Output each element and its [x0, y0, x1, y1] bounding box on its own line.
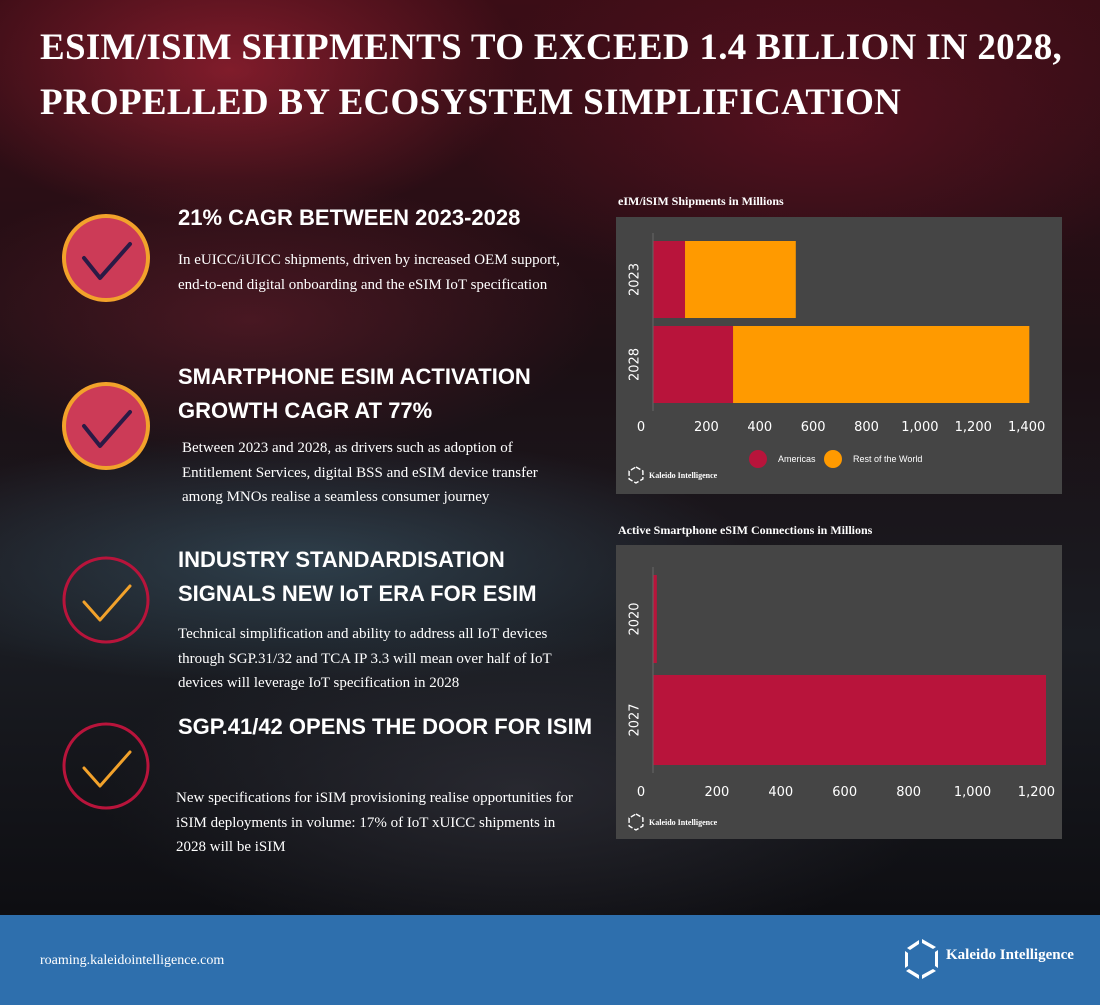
x-tick-label: 1,200 [1018, 785, 1055, 800]
chart-2-title: Active Smartphone eSIM Connections in Mi… [618, 523, 873, 537]
chart-2-panel: 2020 2027 0 200 400 600 800 1,000 1,200 Kaleido I… [616, 545, 1062, 839]
watermark-label: Kaleido Intelligence [649, 471, 718, 480]
watermark-logo-icon [628, 466, 644, 484]
x-tick-label: 400 [768, 785, 793, 800]
kaleido-logo-icon [905, 939, 938, 979]
chart-1-title: eIM/iSIM Shipments in Millions [618, 194, 784, 208]
item-1-text: In eUICC/iUICC shipments, driven by incr… [178, 252, 561, 293]
watermark-label: Kaleido Intelligence [649, 818, 718, 827]
chart-1-panel: 2023 2028 0 200 400 600 800 1,000 1,200 1,400 Amer… [616, 217, 1062, 494]
category-label-2020: 2020 [628, 602, 643, 635]
item-4-heading: SGP.41/42 OPENS THE DOOR FOR ISIM [178, 714, 593, 739]
footer-url[interactable]: roaming.kaleidointelligence.com [40, 953, 225, 968]
item-3-heading: INDUSTRY STANDARDISATION SIGNALS NEW IoT… [178, 547, 537, 606]
legend-swatch [749, 450, 767, 468]
item-1-heading: 21% CAGR BETWEEN 2023-2028 [178, 205, 521, 230]
category-label-2027: 2027 [628, 703, 643, 736]
x-tick-label: 600 [801, 420, 826, 435]
item-2-heading: SMARTPHONE ESIM ACTIVATION GROWTH CAGR A… [178, 364, 531, 423]
x-tick-label: 1,000 [954, 785, 991, 800]
watermark-logo-icon [628, 813, 644, 831]
x-tick-label: 1,200 [955, 420, 992, 435]
bar-2023-rest-of-the-world [685, 241, 796, 318]
bar-2027-value [653, 675, 1046, 765]
page-title: ESIM/ISIM SHIPMENTS TO EXCEED 1.4 BILLIO… [40, 27, 1063, 123]
category-label-2028: 2028 [628, 348, 643, 381]
x-tick-label: 800 [896, 785, 921, 800]
x-tick-label: 800 [854, 420, 879, 435]
legend-label: Rest of the World [853, 454, 922, 464]
bar-2028-rest-of-the-world [733, 326, 1030, 403]
footer-brand: Kaleido Intelligence [946, 947, 1074, 963]
x-tick-label: 1,000 [901, 420, 938, 435]
bar-2028-americas [653, 326, 734, 403]
check-circle-outline-icon [62, 556, 150, 644]
x-tick-label: 0 [637, 785, 645, 800]
footer: roaming.kaleidointelligence.com Kaleido … [0, 915, 1100, 1005]
x-tick-label: 0 [637, 420, 645, 435]
bar-2023-americas [653, 241, 686, 318]
item-3-text: Technical simplification and ability to … [178, 626, 552, 691]
x-tick-label: 600 [832, 785, 857, 800]
x-tick-label: 1,400 [1008, 420, 1045, 435]
check-circle-outline-icon [62, 722, 150, 810]
legend-swatch [824, 450, 842, 468]
legend-label: Americas [778, 454, 816, 464]
x-tick-label: 400 [747, 420, 772, 435]
item-4-text: New specifications for iSIM provisioning… [176, 790, 574, 855]
check-circle-filled-icon [62, 214, 150, 302]
category-label-2023: 2023 [628, 263, 643, 296]
chart-1-svg: 2023 2028 0 200 400 600 800 1,000 1,200 1,400 Amer… [628, 233, 1045, 484]
chart-2-svg: 2020 2027 0 200 400 600 800 1,000 1,200 Kaleido I… [628, 567, 1055, 831]
bar-2020-value [653, 575, 657, 663]
x-tick-label: 200 [704, 785, 729, 800]
item-2-text: Between 2023 and 2028, as drivers such a… [182, 440, 538, 505]
check-circle-filled-icon [62, 382, 150, 470]
x-tick-label: 200 [694, 420, 719, 435]
